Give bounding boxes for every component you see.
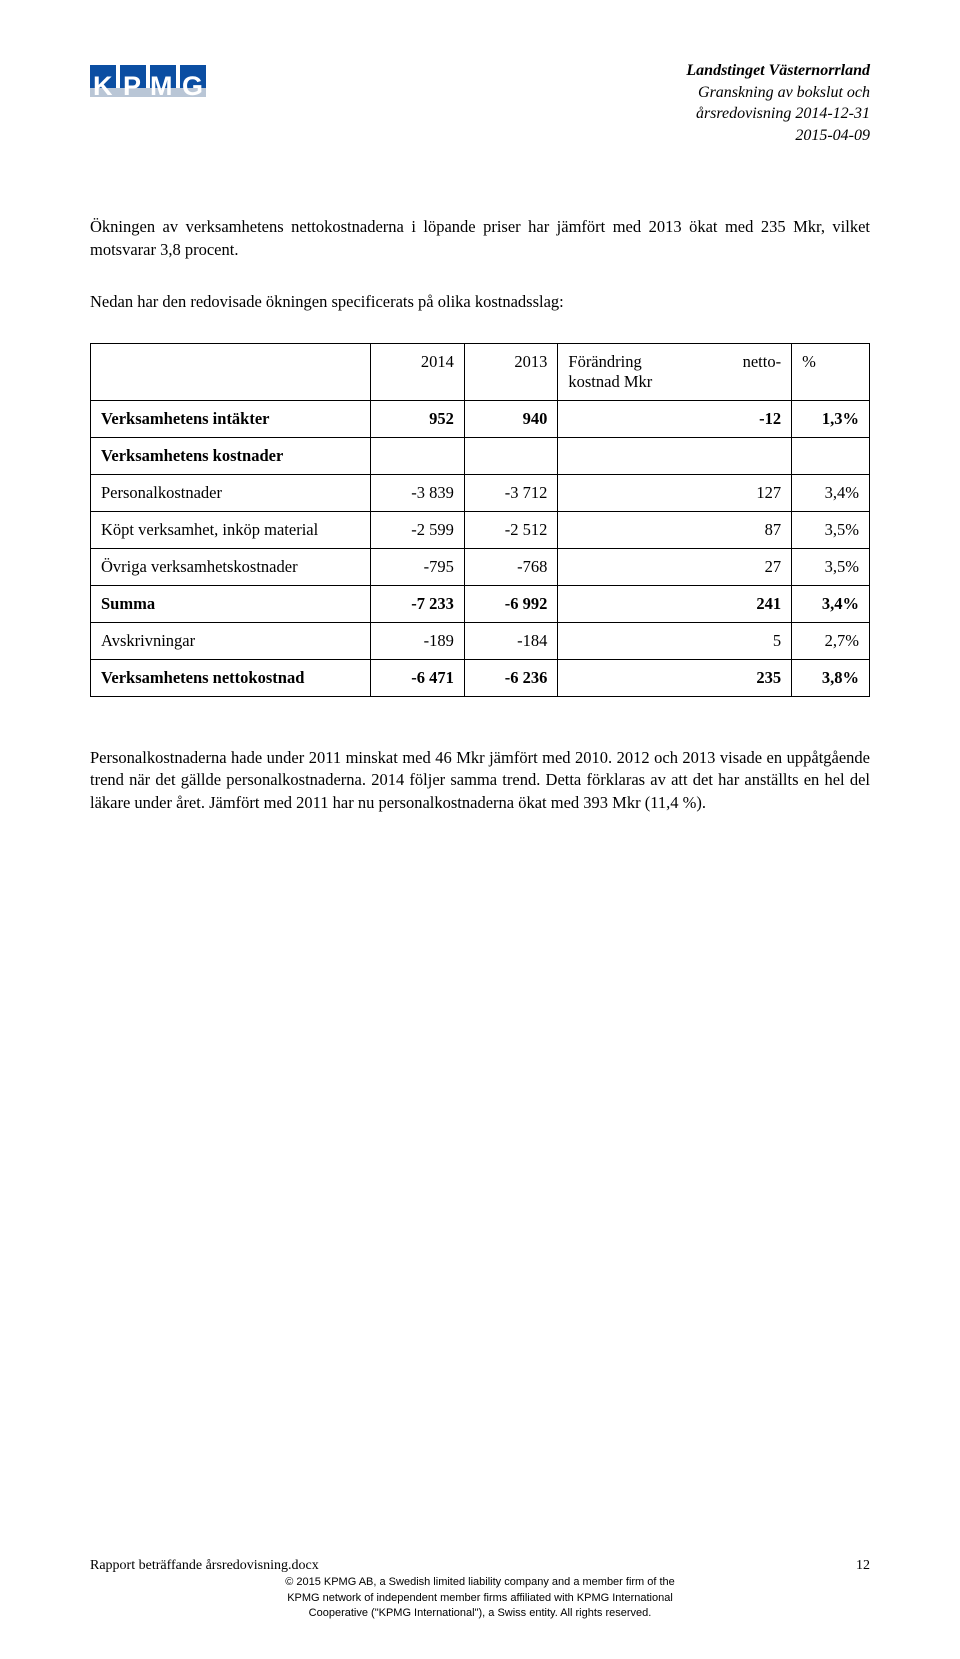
row-c4 <box>558 438 792 475</box>
header-date: 2015-04-09 <box>686 125 870 147</box>
header-subtitle-2: årsredovisning 2014-12-31 <box>686 103 870 125</box>
table-row: Verksamhetens kostnader <box>91 438 870 475</box>
row-c4: 27 <box>558 549 792 586</box>
th-change-word: Förändring <box>568 352 641 372</box>
row-c3: -2 512 <box>464 512 557 549</box>
row-label: Köpt verksamhet, inköp material <box>91 512 371 549</box>
row-c5: 1,3% <box>792 401 870 438</box>
row-label: Verksamhetens intäkter <box>91 401 371 438</box>
table-row: Övriga verksamhetskostnader -795 -768 27… <box>91 549 870 586</box>
th-percent: % <box>792 344 870 401</box>
row-c3: -184 <box>464 623 557 660</box>
svg-text:M: M <box>150 71 173 101</box>
page-number: 12 <box>856 1558 870 1574</box>
row-c3: -6 236 <box>464 660 557 697</box>
table-row: Verksamhetens nettokostnad -6 471 -6 236… <box>91 660 870 697</box>
row-c3: -6 992 <box>464 586 557 623</box>
table-body: Verksamhetens intäkter 952 940 -12 1,3% … <box>91 401 870 697</box>
svg-text:K: K <box>93 71 113 101</box>
row-c2: -795 <box>371 549 464 586</box>
page-header: K P M G Landstinget Västernorrland Grans… <box>90 60 870 146</box>
th-2013: 2013 <box>464 344 557 401</box>
row-label: Summa <box>91 586 371 623</box>
footer-copyright-2: KPMG network of independent member firms… <box>90 1592 870 1606</box>
row-c4: 5 <box>558 623 792 660</box>
table-row: Personalkostnader -3 839 -3 712 127 3,4% <box>91 475 870 512</box>
row-c3: -768 <box>464 549 557 586</box>
row-c4: 127 <box>558 475 792 512</box>
row-c5: 3,5% <box>792 512 870 549</box>
th-empty <box>91 344 371 401</box>
row-c2: -7 233 <box>371 586 464 623</box>
row-c2: -6 471 <box>371 660 464 697</box>
row-c3: -3 712 <box>464 475 557 512</box>
header-org-name: Landstinget Västernorrland <box>686 60 870 82</box>
row-c5: 2,7% <box>792 623 870 660</box>
svg-text:G: G <box>182 71 203 101</box>
th-2014: 2014 <box>371 344 464 401</box>
row-c5: 3,5% <box>792 549 870 586</box>
row-label: Övriga verksamhetskostnader <box>91 549 371 586</box>
row-label: Personalkostnader <box>91 475 371 512</box>
table-row: Summa -7 233 -6 992 241 3,4% <box>91 586 870 623</box>
row-c5: 3,4% <box>792 586 870 623</box>
row-c4: -12 <box>558 401 792 438</box>
body-paragraph: Personalkostnaderna hade under 2011 mins… <box>90 747 870 814</box>
row-c5: 3,4% <box>792 475 870 512</box>
row-c2: -2 599 <box>371 512 464 549</box>
row-label: Avskrivningar <box>91 623 371 660</box>
header-subtitle-1: Granskning av bokslut och <box>686 82 870 104</box>
th-change-line2: kostnad Mkr <box>568 372 781 392</box>
table-row: Verksamhetens intäkter 952 940 -12 1,3% <box>91 401 870 438</box>
page-footer: Rapport beträffande årsredovisning.docx … <box>90 1558 870 1621</box>
page: K P M G Landstinget Västernorrland Grans… <box>0 0 960 1659</box>
table-row: Avskrivningar -189 -184 5 2,7% <box>91 623 870 660</box>
footer-copyright-3: Cooperative ("KPMG International"), a Sw… <box>90 1607 870 1621</box>
cost-table: 2014 2013 Förändring netto- kostnad Mkr … <box>90 343 870 697</box>
footer-docname-row: Rapport beträffande årsredovisning.docx … <box>90 1558 870 1574</box>
table-row: Köpt verksamhet, inköp material -2 599 -… <box>91 512 870 549</box>
row-c3 <box>464 438 557 475</box>
table-header-row: 2014 2013 Förändring netto- kostnad Mkr … <box>91 344 870 401</box>
th-change-netto: netto- <box>743 352 782 372</box>
svg-text:P: P <box>123 71 141 101</box>
th-change: Förändring netto- kostnad Mkr <box>558 344 792 401</box>
row-c2 <box>371 438 464 475</box>
footer-copyright-1: © 2015 KPMG AB, a Swedish limited liabil… <box>90 1576 870 1590</box>
row-label: Verksamhetens nettokostnad <box>91 660 371 697</box>
row-label: Verksamhetens kostnader <box>91 438 371 475</box>
row-c5: 3,8% <box>792 660 870 697</box>
row-c5 <box>792 438 870 475</box>
row-c4: 235 <box>558 660 792 697</box>
row-c3: 940 <box>464 401 557 438</box>
row-c4: 87 <box>558 512 792 549</box>
intro-paragraph: Ökningen av verksamhetens nettokostnader… <box>90 216 870 261</box>
footer-docname: Rapport beträffande årsredovisning.docx <box>90 1558 319 1574</box>
row-c2: -3 839 <box>371 475 464 512</box>
table-intro-paragraph: Nedan har den redovisade ökningen specif… <box>90 291 870 313</box>
header-right-block: Landstinget Västernorrland Granskning av… <box>686 60 870 146</box>
row-c2: -189 <box>371 623 464 660</box>
row-c2: 952 <box>371 401 464 438</box>
kpmg-logo: K P M G <box>90 60 210 110</box>
row-c4: 241 <box>558 586 792 623</box>
